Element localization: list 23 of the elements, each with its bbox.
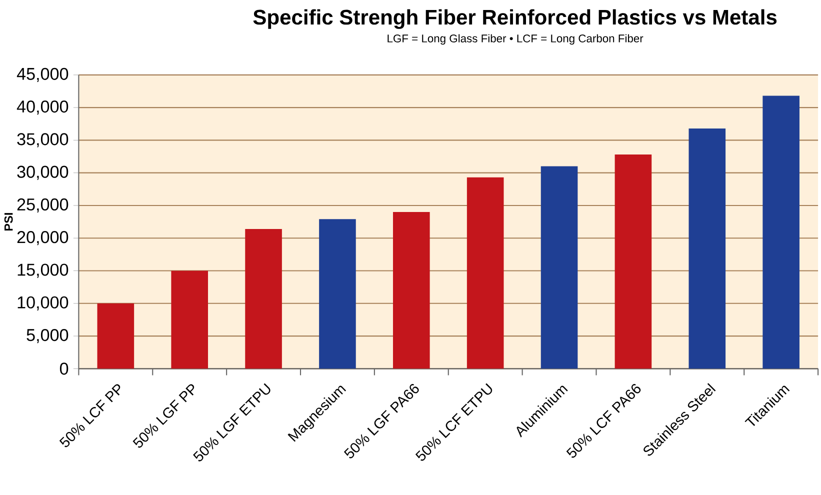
bar <box>97 303 134 369</box>
bar <box>393 212 430 369</box>
bar <box>688 128 726 369</box>
bar <box>171 270 208 369</box>
bar <box>319 219 356 369</box>
y-axis-title: PSI <box>4 213 13 231</box>
bar <box>540 166 578 369</box>
y-tick-label: 45,000 <box>16 68 68 82</box>
y-tick-label: 35,000 <box>17 133 68 148</box>
y-tick-label: 20,000 <box>17 231 68 246</box>
y-tick-label: 15,000 <box>18 264 68 278</box>
y-tick-label: 5,000 <box>26 329 68 344</box>
y-tick-label: 40,000 <box>16 100 68 115</box>
y-tick-label: 30,000 <box>17 166 68 180</box>
y-tick-label: 25,000 <box>17 198 68 213</box>
bar <box>466 177 504 369</box>
bar <box>614 154 652 369</box>
bar <box>245 229 282 369</box>
chart-title: Specific Strengh Fiber Reinforced Plastics vs Metals <box>253 9 777 29</box>
y-tick-label: 10,000 <box>18 296 68 311</box>
bar <box>762 96 800 369</box>
chart-subtitle: LGF = Long Glass Fiber • LCF = Long Carbon Fiber <box>388 34 644 45</box>
y-tick-label: 0 <box>60 362 68 375</box>
